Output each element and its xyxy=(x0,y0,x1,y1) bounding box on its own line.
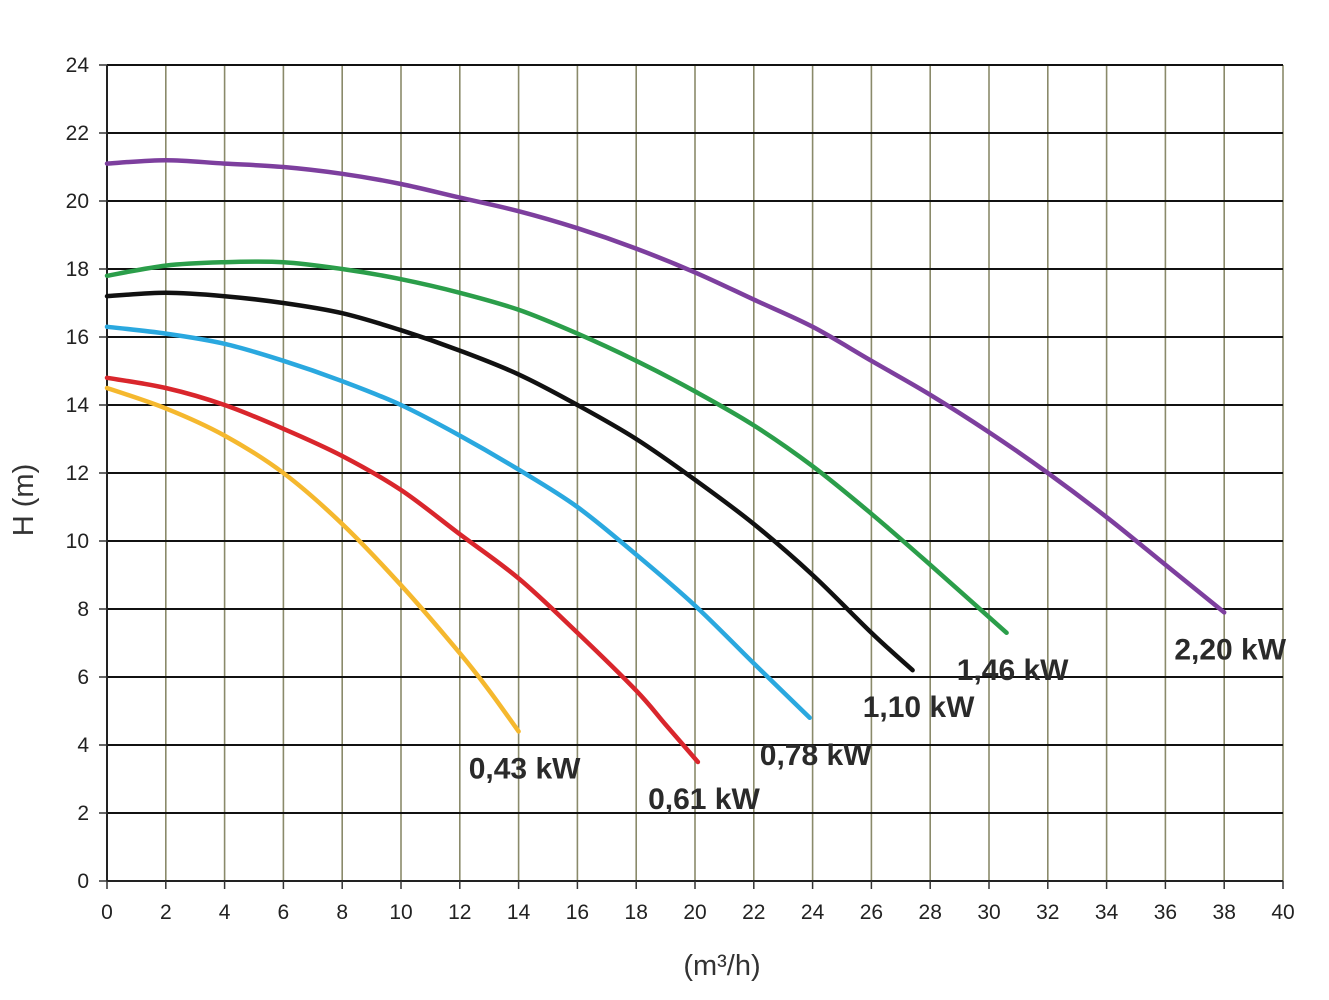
x-tick-label: 14 xyxy=(507,901,531,924)
x-tick-label: 28 xyxy=(919,901,942,924)
y-tick-label: 16 xyxy=(66,326,89,349)
curve-0-61-kw xyxy=(104,375,701,765)
curve-label-0-43-kw: 0,43 kW xyxy=(469,752,581,785)
x-tick-label: 40 xyxy=(1271,901,1294,924)
curve-label-1-10-kw: 1,10 kW xyxy=(863,691,975,724)
x-tick-label: 30 xyxy=(977,901,1000,924)
x-tick-label: 8 xyxy=(336,901,348,924)
y-tick-label: 14 xyxy=(66,394,90,417)
x-tick-label: 34 xyxy=(1095,901,1119,924)
x-tick-labels: 0 2 4 6 8 10 12 14 16 18 20 22 24 26 28 30 32 34 36 38 40 xyxy=(101,881,1295,924)
y-tick-label: 4 xyxy=(77,734,89,757)
curve-2-20-kw xyxy=(104,157,1227,615)
curve-0-43-kw xyxy=(104,385,521,734)
y-tick-label: 18 xyxy=(66,258,89,281)
curve-label-0-78-kw: 0,78 kW xyxy=(760,739,872,772)
y-tick-label: 22 xyxy=(66,122,89,145)
x-tick-label: 6 xyxy=(278,901,290,924)
y-tick-label: 0 xyxy=(77,870,89,893)
x-tick-label: 10 xyxy=(389,901,412,924)
y-tick-label: 20 xyxy=(66,190,89,213)
curve-0-78-kw xyxy=(104,324,812,721)
x-tick-label: 0 xyxy=(101,901,113,924)
x-tick-label: 32 xyxy=(1036,901,1059,924)
curve-label-2-20-kw: 2,20 kW xyxy=(1174,633,1286,666)
x-tick-label: 16 xyxy=(566,901,589,924)
pump-curves xyxy=(104,157,1227,765)
y-tick-label: 12 xyxy=(66,462,89,485)
curve-label-0-61-kw: 0,61 kW xyxy=(648,783,760,816)
y-tick-label: 6 xyxy=(77,666,89,689)
x-tick-label: 38 xyxy=(1213,901,1236,924)
x-tick-label: 12 xyxy=(448,901,471,924)
x-tick-label: 4 xyxy=(219,901,231,924)
curve-1-10-kw xyxy=(104,290,915,673)
y-tick-label: 8 xyxy=(77,598,89,621)
curve-label-1-46-kw: 1,46 kW xyxy=(957,654,1069,687)
x-tick-label: 22 xyxy=(742,901,765,924)
curve-1-46-kw xyxy=(104,259,1009,636)
x-tick-label: 2 xyxy=(160,901,172,924)
y-tick-label: 2 xyxy=(77,802,89,825)
x-tick-label: 20 xyxy=(683,901,706,924)
x-tick-label: 26 xyxy=(860,901,883,924)
x-axis-label: (m³/h) xyxy=(683,950,760,982)
y-tick-label: 10 xyxy=(66,530,89,553)
x-tick-label: 24 xyxy=(801,901,825,924)
y-axis-label: H (m) xyxy=(8,464,40,536)
x-tick-label: 36 xyxy=(1154,901,1177,924)
curve-labels: 0,43 kW 0,61 kW0,78 kW 1,10 kW 1,46 kW 2,20 … xyxy=(469,633,1287,816)
x-tick-label: 18 xyxy=(625,901,648,924)
y-tick-label: 24 xyxy=(66,54,90,77)
